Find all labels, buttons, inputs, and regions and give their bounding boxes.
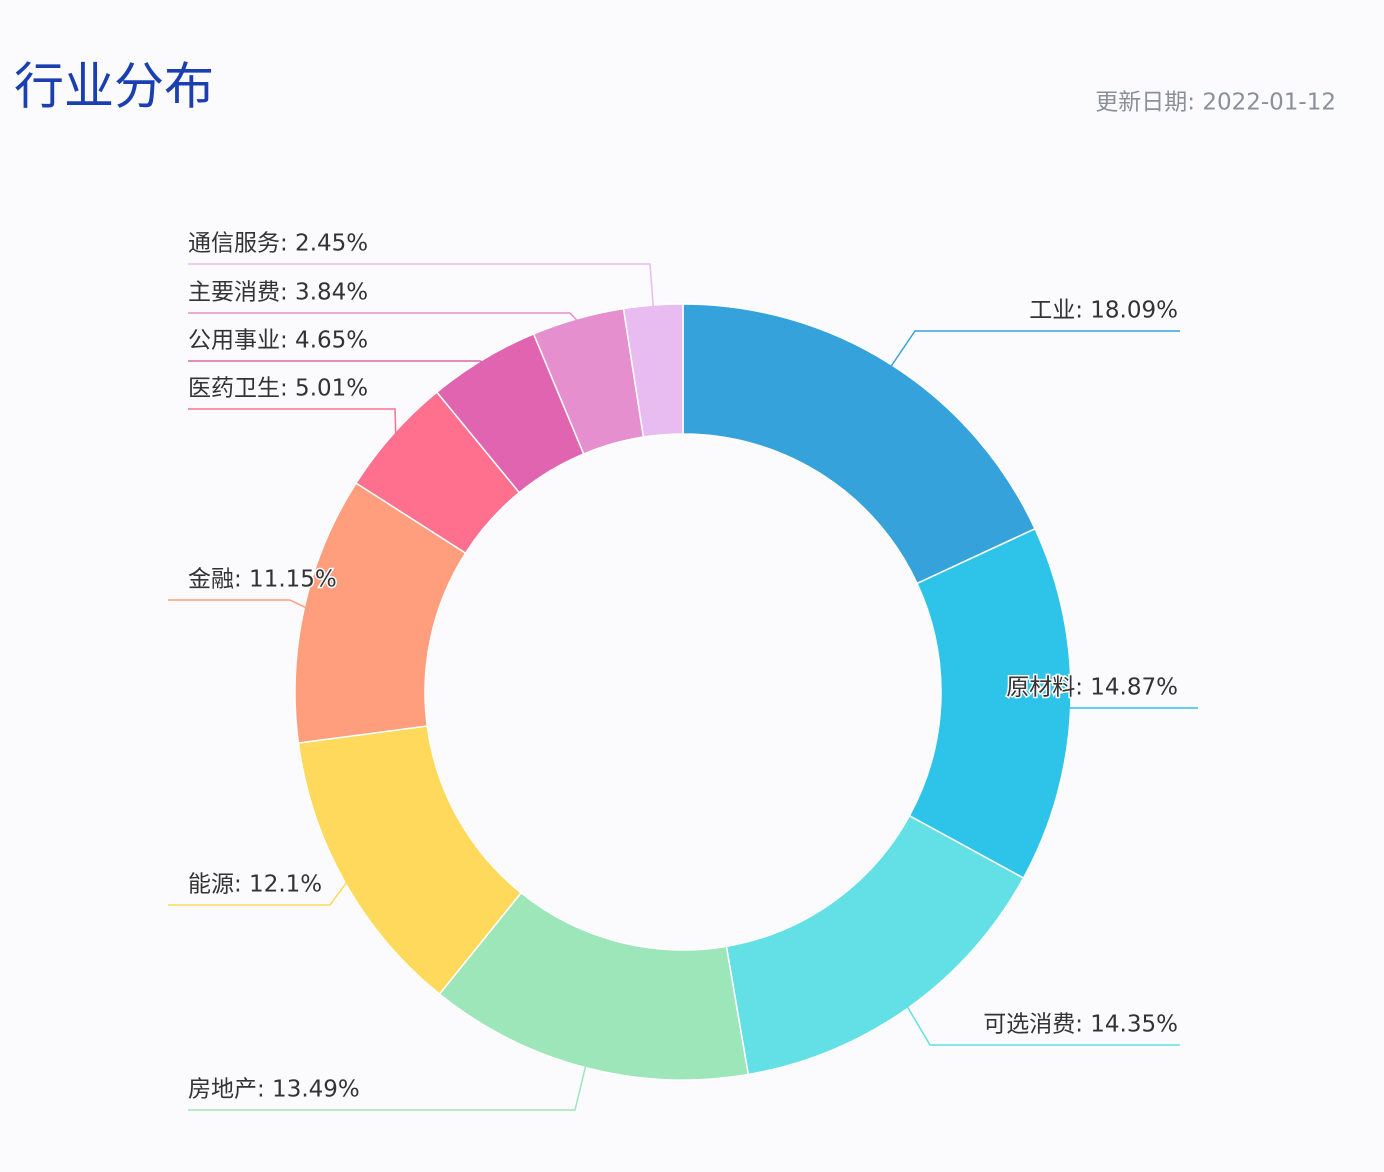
slice-label: 可选消费: 14.35% [983, 1012, 1178, 1038]
update-date: 更新日期: 2022-01-12 [1095, 90, 1336, 116]
leader-line [188, 360, 486, 364]
leader-line [188, 408, 397, 438]
slice-label: 主要消费: 3.84% [188, 280, 368, 306]
leader-line [188, 312, 580, 323]
leader-line [1066, 704, 1198, 709]
slice-label: 通信服务: 2.45% [188, 231, 368, 257]
slice-label: 原材料: 14.87% [1006, 675, 1178, 701]
donut-slice [682, 303, 1036, 585]
slice-label: 金融: 11.15% [188, 567, 337, 593]
chart-title: 行业分布 [14, 58, 214, 116]
leader-line [168, 599, 309, 610]
slice-label: 能源: 12.1% [188, 872, 322, 898]
leader-line [905, 1004, 1180, 1046]
leader-line [168, 879, 349, 906]
slice-label: 工业: 18.09% [1029, 298, 1178, 324]
leader-line [188, 1063, 587, 1111]
slice-label: 公用事业: 4.65% [188, 328, 368, 354]
slice-label: 房地产: 13.49% [188, 1077, 360, 1103]
leader-line [889, 330, 1180, 369]
donut-slice [622, 303, 684, 438]
leader-line [188, 263, 655, 310]
slice-label: 医药卫生: 5.01% [188, 376, 368, 402]
